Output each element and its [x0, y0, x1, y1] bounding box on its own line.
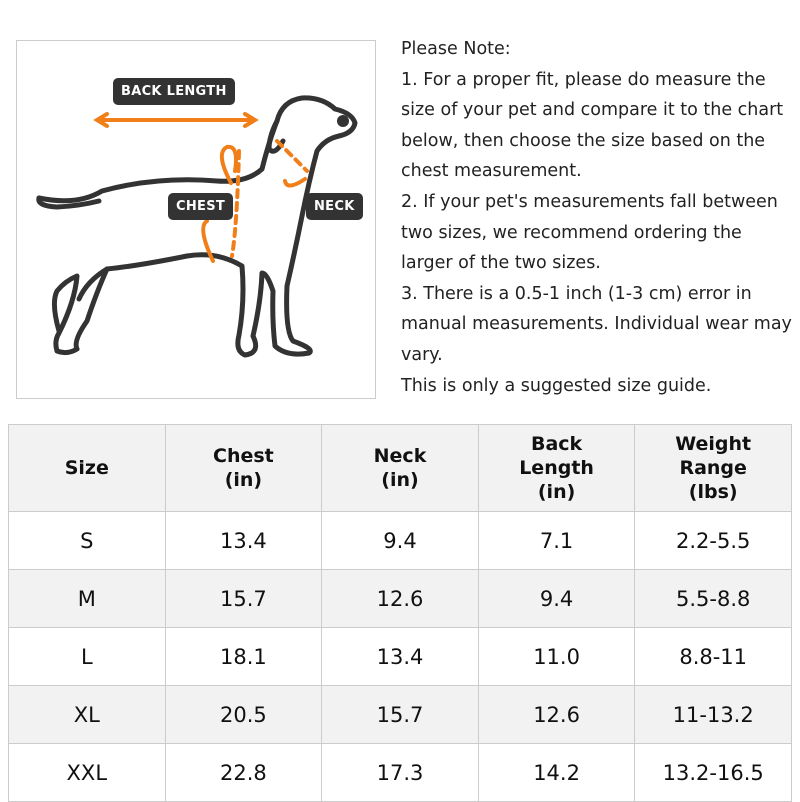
table-body: S 13.4 9.4 7.1 2.2-5.5 M 15.7 12.6 9.4 5.5-8.8 L 18… — [8, 511, 792, 802]
table-cell: 13.4 — [164, 511, 323, 570]
header-cell: Neck (in) — [321, 424, 479, 512]
label-tag: BACK LENGTH — [113, 78, 235, 105]
table-cell: 7.1 — [477, 511, 636, 570]
table-row: XL 20.5 15.7 12.6 11-13.2 — [8, 685, 792, 744]
table-cell: S — [8, 511, 166, 570]
table-row: S 13.4 9.4 7.1 2.2-5.5 — [8, 511, 792, 570]
note-line: This is only a suggested size guide. — [401, 375, 712, 396]
table-cell: 9.4 — [321, 511, 479, 570]
table-cell: 18.1 — [164, 627, 323, 686]
table-cell: 12.6 — [321, 569, 479, 628]
label-tag: CHEST — [168, 193, 234, 220]
header-cell: Size — [8, 424, 166, 512]
table-cell: 14.2 — [477, 743, 636, 802]
note-line: Please Note: — [401, 39, 511, 59]
note: Please Note: 1. For a proper fit, please… — [401, 34, 793, 401]
table-row: L 18.1 13.4 11.0 8.8-11 — [8, 627, 792, 686]
table-cell: 2.2-5.5 — [634, 511, 792, 570]
header-row: Size Chest (in) Neck (in) Back Length (in) W… — [8, 424, 792, 512]
table-cell: L — [8, 627, 166, 686]
table-cell: 5.5-8.8 — [634, 569, 792, 628]
size-table: Size Chest (in) Neck (in) Back Length (in) W… — [8, 424, 792, 802]
table-row: M 15.7 12.6 9.4 5.5-8.8 — [8, 569, 792, 628]
note-line: 2. If your pet's measurements fall betwe… — [401, 191, 778, 274]
table-cell: 12.6 — [477, 685, 636, 744]
table-cell: 20.5 — [164, 685, 323, 744]
label-tag: NECK — [306, 193, 363, 220]
table-cell: 11-13.2 — [634, 685, 792, 744]
header-cell: Back Length (in) — [477, 424, 636, 512]
header-cell: Chest (in) — [164, 424, 323, 512]
table-cell: M — [8, 569, 166, 628]
table-cell: XXL — [8, 743, 166, 802]
note-line: 1. For a proper fit, please do measure t… — [401, 69, 784, 182]
table-row: XXL 22.8 17.3 14.2 13.2-16.5 — [8, 743, 792, 802]
table-cell: 13.4 — [321, 627, 479, 686]
table-cell: 9.4 — [477, 569, 636, 628]
dog-drawing — [36, 95, 358, 358]
note-line: 3. There is a 0.5-1 inch (1-3 cm) error … — [401, 283, 792, 365]
table-cell: 15.7 — [164, 569, 323, 628]
table-cell: 8.8-11 — [634, 627, 792, 686]
table-cell: 11.0 — [477, 627, 636, 686]
table-cell: 17.3 — [321, 743, 479, 802]
header-cell: Weight Range (lbs) — [634, 424, 792, 512]
table-cell: XL — [8, 685, 166, 744]
table-cell: 15.7 — [321, 685, 479, 744]
table-cell: 22.8 — [164, 743, 323, 802]
dog-figure: BACK LENGTH CHEST NECK — [16, 40, 376, 399]
table-cell: 13.2-16.5 — [634, 743, 792, 802]
